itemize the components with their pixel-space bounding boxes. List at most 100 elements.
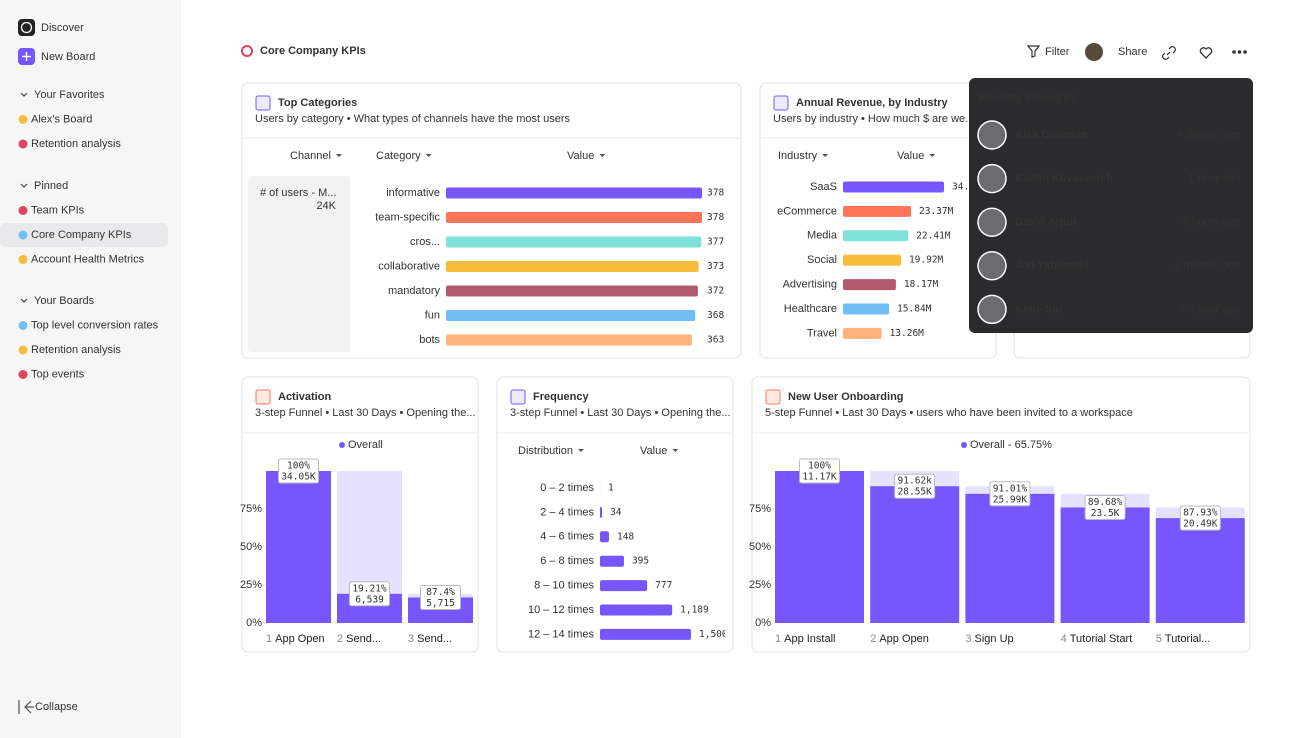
column-header[interactable]: Distribution	[518, 445, 573, 457]
user-avatar	[977, 120, 1007, 150]
bar[interactable]	[843, 303, 890, 315]
column-header[interactable]: Value	[567, 150, 594, 162]
user-avatar	[977, 251, 1007, 281]
nav-item[interactable]: Retention analysis	[31, 138, 121, 150]
funnel-bar[interactable]	[870, 486, 960, 623]
card-title[interactable]: Frequency	[533, 391, 590, 403]
bar[interactable]	[446, 261, 699, 272]
bar[interactable]	[600, 555, 624, 567]
card-icon	[765, 389, 781, 405]
recently-viewed-popup: Recently Viewed By: Alex Coleman < 30 min …	[969, 78, 1253, 333]
step-name: Tutorial...	[1165, 633, 1210, 645]
bar[interactable]	[600, 604, 673, 616]
favorite-icon[interactable]	[1199, 47, 1213, 59]
column-header[interactable]: Value	[897, 150, 924, 162]
column-header[interactable]: Channel	[290, 150, 331, 162]
active-item-bg	[0, 223, 168, 247]
user-avatar	[977, 163, 1007, 194]
avatar[interactable]	[1085, 43, 1103, 61]
legend-label[interactable]: Overall	[348, 439, 383, 451]
share-button[interactable]: Share	[1118, 46, 1147, 58]
bar[interactable]	[600, 506, 603, 518]
bar[interactable]	[843, 279, 896, 291]
count-label: 34.05K	[281, 472, 316, 483]
section-title[interactable]: Pinned	[34, 180, 68, 192]
filter-button[interactable]: Filter	[1045, 46, 1070, 58]
board-emoji	[18, 321, 28, 330]
conversion-label: 87.4%	[426, 587, 455, 598]
funnel-bar[interactable]	[965, 493, 1055, 623]
step-name: App Install	[784, 633, 835, 645]
more-icon[interactable]	[1232, 50, 1247, 54]
board-emoji	[18, 345, 28, 355]
bar[interactable]	[843, 181, 944, 193]
user-name[interactable]: Kaitlin Kovacevich	[1015, 173, 1113, 185]
bar[interactable]	[600, 531, 609, 543]
user-name[interactable]: Alex Coleman	[1015, 129, 1088, 141]
bar[interactable]	[843, 327, 882, 339]
user-name[interactable]: David Arjun	[1015, 216, 1077, 228]
section-title[interactable]: Your Favorites	[34, 89, 105, 101]
card-icon	[255, 389, 271, 405]
section-title[interactable]: Your Boards	[34, 295, 95, 307]
bar[interactable]	[843, 230, 909, 242]
bar[interactable]	[446, 310, 696, 321]
step-number: 4	[1061, 633, 1067, 645]
bar[interactable]	[600, 580, 648, 592]
card-title[interactable]: Annual Revenue, by Industry	[796, 97, 948, 109]
bar[interactable]	[446, 334, 692, 346]
nav-item[interactable]: Discover	[41, 22, 84, 34]
step-badge	[894, 473, 936, 499]
nav-item[interactable]: New Board	[41, 51, 95, 63]
popup-title: Recently Viewed By:	[979, 92, 1080, 104]
funnel-bar[interactable]	[1060, 507, 1150, 623]
board-emoji	[18, 139, 28, 149]
value-label: 23.37M	[919, 206, 954, 217]
bar[interactable]	[446, 236, 702, 248]
filter-icon[interactable]	[1026, 45, 1041, 58]
conversion-label: 100%	[287, 461, 310, 472]
user-name[interactable]: Katie Siu	[1015, 303, 1062, 315]
funnel-bar[interactable]	[775, 471, 864, 623]
nav-item[interactable]: Top level conversion rates	[31, 319, 159, 331]
bar-label: SaaS	[810, 181, 837, 193]
funnel-bar[interactable]	[1155, 518, 1245, 623]
user-name[interactable]: Jon Yablonski	[1015, 260, 1089, 272]
card-title[interactable]: Activation	[278, 391, 331, 403]
bar[interactable]	[446, 212, 702, 223]
viewed-time: < 30 min ago	[1177, 129, 1241, 141]
bar[interactable]	[843, 254, 901, 266]
column-header[interactable]: Category	[376, 150, 421, 162]
step-number: 2	[870, 633, 876, 645]
card-title[interactable]: Top Categories	[278, 97, 357, 109]
bar[interactable]	[446, 187, 702, 199]
nav-item[interactable]: Account Health Metrics	[31, 253, 145, 265]
funnel-bar[interactable]	[266, 471, 331, 623]
nav-item[interactable]: Core Company KPIs	[31, 229, 132, 241]
caret-icon	[425, 154, 432, 157]
column-header[interactable]: Value	[640, 445, 667, 457]
step-name: Sign Up	[975, 633, 1014, 645]
bar-label: mandatory	[388, 285, 440, 297]
collapse-icon[interactable]	[18, 700, 34, 714]
column-header[interactable]: Industry	[778, 150, 818, 162]
legend-label[interactable]: Overall - 65.75%	[970, 439, 1052, 451]
step-badge	[349, 581, 390, 607]
step-label: 1 App Install	[775, 633, 836, 645]
step-label: 3 Sign Up	[965, 633, 1013, 645]
card-subtitle: Users by category • What types of channe…	[255, 113, 571, 125]
bar[interactable]	[843, 205, 912, 217]
nav-item[interactable]: Retention analysis	[31, 344, 121, 356]
group-total: 24K	[316, 200, 336, 212]
collapse[interactable]: Collapse	[35, 701, 78, 713]
bar[interactable]	[600, 628, 691, 640]
value-label: 1,189	[680, 605, 709, 616]
link-icon[interactable]	[1162, 46, 1176, 60]
nav-item[interactable]: Top events	[31, 368, 85, 380]
bar[interactable]	[446, 285, 698, 297]
card-title[interactable]: New User Onboarding	[788, 391, 904, 403]
bar-label: Social	[807, 254, 837, 266]
step-number: 3	[408, 633, 414, 645]
nav-item[interactable]: Alex's Board	[31, 113, 92, 125]
nav-item[interactable]: Team KPIs	[31, 204, 85, 216]
